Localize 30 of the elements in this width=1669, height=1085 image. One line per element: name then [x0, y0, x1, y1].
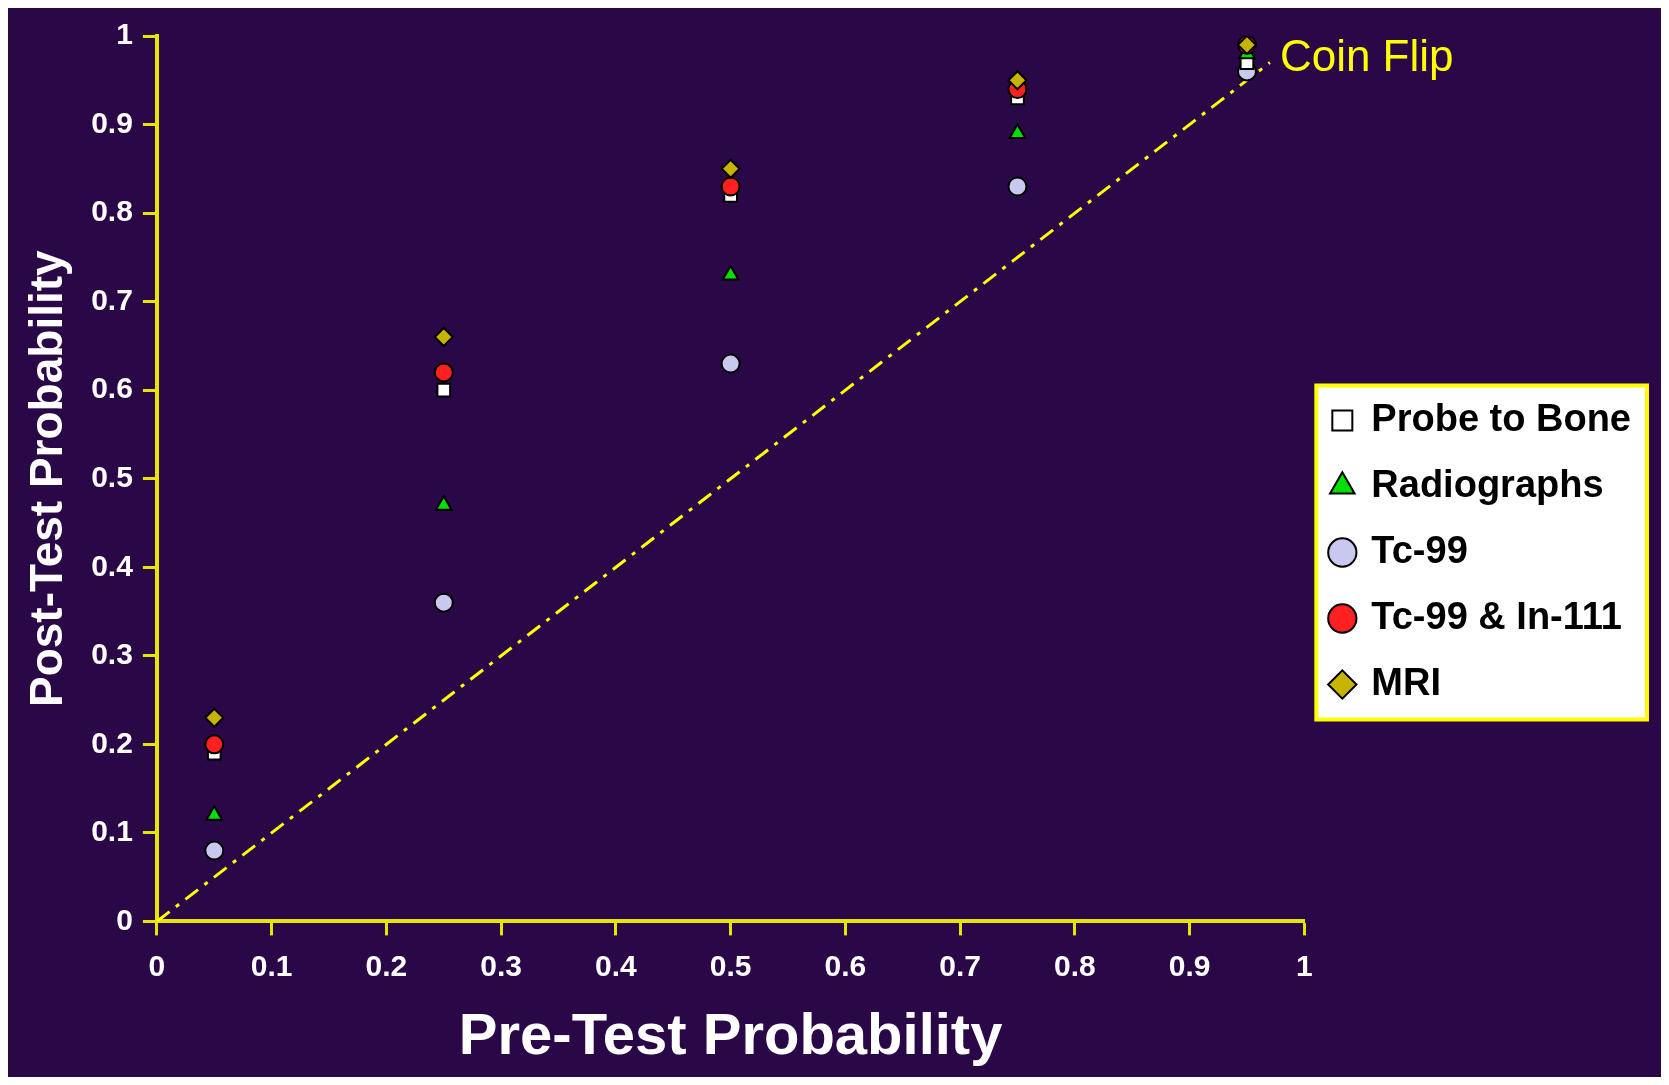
- y-tick-label: 0.9: [91, 105, 133, 139]
- x-tick-label: 0.6: [824, 948, 867, 982]
- x-tick-label: 1: [1295, 948, 1313, 982]
- y-tick-label: 0: [116, 902, 133, 936]
- y-tick-label: 0.4: [91, 548, 134, 582]
- legend-label: Probe to Bone: [1371, 396, 1632, 439]
- legend-label: MRI: [1371, 660, 1441, 703]
- x-tick-label: 0.5: [709, 948, 752, 982]
- y-axis-title: Post-Test Probability: [20, 249, 73, 708]
- x-tick-label: 0.2: [365, 948, 408, 982]
- legend-label: Tc-99 & In-111: [1371, 594, 1622, 637]
- x-tick-label: 0.3: [480, 948, 522, 982]
- y-tick-label: 0.2: [91, 725, 133, 759]
- y-tick-label: 0.8: [91, 194, 133, 228]
- x-tick-label: 0.8: [1053, 948, 1096, 982]
- y-tick-label: 0.3: [91, 637, 133, 671]
- legend-label: Radiographs: [1371, 462, 1604, 505]
- y-tick-label: 1: [116, 17, 133, 51]
- x-axis-title: Pre-Test Probability: [458, 1001, 1003, 1067]
- y-tick-label: 0.7: [91, 282, 133, 316]
- x-tick-label: 0.1: [250, 948, 293, 982]
- legend-label: Tc-99: [1371, 528, 1468, 571]
- x-tick-label: 0.9: [1168, 948, 1211, 982]
- x-tick-label: 0: [148, 948, 166, 982]
- y-tick-label: 0.6: [91, 371, 133, 405]
- series-label: Coin Flip: [1279, 30, 1454, 80]
- y-tick-label: 0.5: [91, 459, 133, 493]
- y-tick-label: 0.1: [91, 814, 133, 848]
- x-tick-label: 0.4: [595, 948, 638, 982]
- x-tick-label: 0.7: [939, 948, 981, 982]
